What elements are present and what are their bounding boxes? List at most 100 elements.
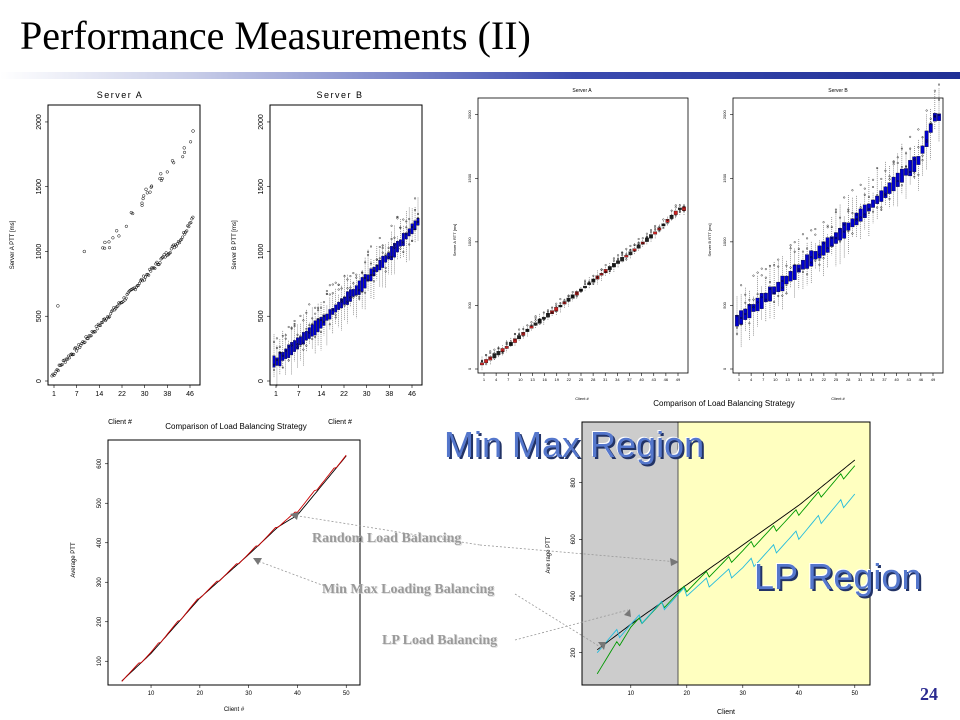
outlier-point <box>834 237 837 240</box>
data-point <box>191 215 195 219</box>
outlier-point <box>641 242 644 245</box>
outlier-point <box>921 154 924 157</box>
data-point <box>143 278 147 282</box>
outlier-point <box>662 226 665 229</box>
annotation-min-max-loading-balancing: Min Max Loading Balancing <box>322 582 495 597</box>
outlier-point <box>670 209 673 212</box>
box <box>842 222 847 239</box>
outlier-point <box>281 354 284 357</box>
outlier-point <box>575 291 578 294</box>
y-tick-label: 1500 <box>258 179 265 195</box>
x-tick-label: 4 <box>495 377 498 382</box>
x-tick-label: 37 <box>627 377 632 382</box>
outlier-point <box>793 263 796 266</box>
x-tick-label: 22 <box>340 391 348 398</box>
outlier-point <box>501 351 504 354</box>
x-axis-label: Client # <box>328 419 352 426</box>
outlier-point <box>352 296 355 299</box>
chart-server-a-left: Server A Server A PTT [ms] 0 500 1000 1500 2… <box>10 90 201 398</box>
outlier-point <box>317 317 320 320</box>
outlier-point <box>314 312 317 315</box>
data-point <box>94 324 98 328</box>
outlier-point <box>797 268 800 271</box>
y-tick-label: 500 <box>97 498 103 509</box>
box <box>410 223 414 235</box>
outlier-point <box>579 289 582 292</box>
data-point <box>98 323 102 328</box>
box <box>908 160 913 177</box>
outlier-point <box>752 274 755 277</box>
box <box>346 291 349 305</box>
box <box>517 335 522 340</box>
x-tick-label: 25 <box>579 377 584 382</box>
outlier-point <box>384 270 387 273</box>
outlier-point <box>929 121 932 124</box>
outlier-point <box>555 304 558 307</box>
outlier-point <box>847 230 850 233</box>
outlier-point <box>384 253 387 256</box>
plot-frame <box>477 97 689 374</box>
x-tick-label: 10 <box>773 377 778 382</box>
box <box>632 248 637 252</box>
y-tick-label: 600 <box>97 458 103 469</box>
outlier-point <box>814 259 817 262</box>
outlier-point <box>417 220 420 223</box>
outlier-point <box>387 250 390 253</box>
outlier-point <box>683 209 686 212</box>
outlier-point <box>921 159 924 162</box>
x-tick-label: 7 <box>297 391 301 398</box>
outlier-point <box>658 230 661 233</box>
outlier-point <box>501 350 504 353</box>
x-tick-label: 28 <box>591 377 596 382</box>
x-tick-label: 40 <box>639 377 644 382</box>
box <box>562 301 567 305</box>
data-point <box>177 241 182 245</box>
box <box>862 204 867 218</box>
x-tick-label: 37 <box>882 377 887 382</box>
outlier-point <box>513 332 516 335</box>
x-tick-label: 22 <box>567 377 572 382</box>
outlier-point <box>567 299 570 302</box>
outlier-point <box>876 167 879 170</box>
outlier-point <box>744 301 747 304</box>
outlier-point <box>355 276 358 279</box>
outlier-point <box>839 227 842 230</box>
outlier-point <box>736 314 739 317</box>
outlier-point <box>352 272 355 275</box>
data-point <box>75 349 79 353</box>
outlier-point <box>497 353 500 356</box>
y-tick-label: 500 <box>467 301 472 308</box>
outlier-point <box>311 317 314 320</box>
outlier-point <box>826 226 829 229</box>
data-point <box>149 269 153 273</box>
outlier-point <box>509 342 512 345</box>
x-tick-label: 46 <box>408 391 416 398</box>
outlier-point <box>867 195 870 198</box>
outlier-point <box>349 286 352 289</box>
x-tick-label: 19 <box>810 377 815 382</box>
data-point <box>185 229 189 233</box>
box <box>904 168 908 176</box>
outlier-point <box>822 257 825 260</box>
outlier-point <box>273 340 276 343</box>
outlier-point <box>670 214 673 217</box>
box <box>624 255 629 258</box>
series-line-black <box>121 455 347 682</box>
box <box>293 340 296 352</box>
outlier-point <box>493 352 496 355</box>
outlier-point <box>305 311 308 314</box>
outlier-point <box>768 287 771 290</box>
outlier-point <box>405 220 408 223</box>
outlier-point <box>905 165 908 168</box>
y-tick-label: 2000 <box>36 114 43 130</box>
outlier-point <box>781 294 784 297</box>
box <box>825 237 830 253</box>
outlier-point <box>641 237 644 240</box>
chart-title: Server B <box>316 90 363 100</box>
y-tick-label: 500 <box>36 310 43 322</box>
outlier-point <box>621 252 624 255</box>
box <box>287 344 291 358</box>
x-tick-label: 40 <box>795 691 802 697</box>
outlier-point <box>678 204 681 207</box>
outlier-point <box>328 323 331 326</box>
